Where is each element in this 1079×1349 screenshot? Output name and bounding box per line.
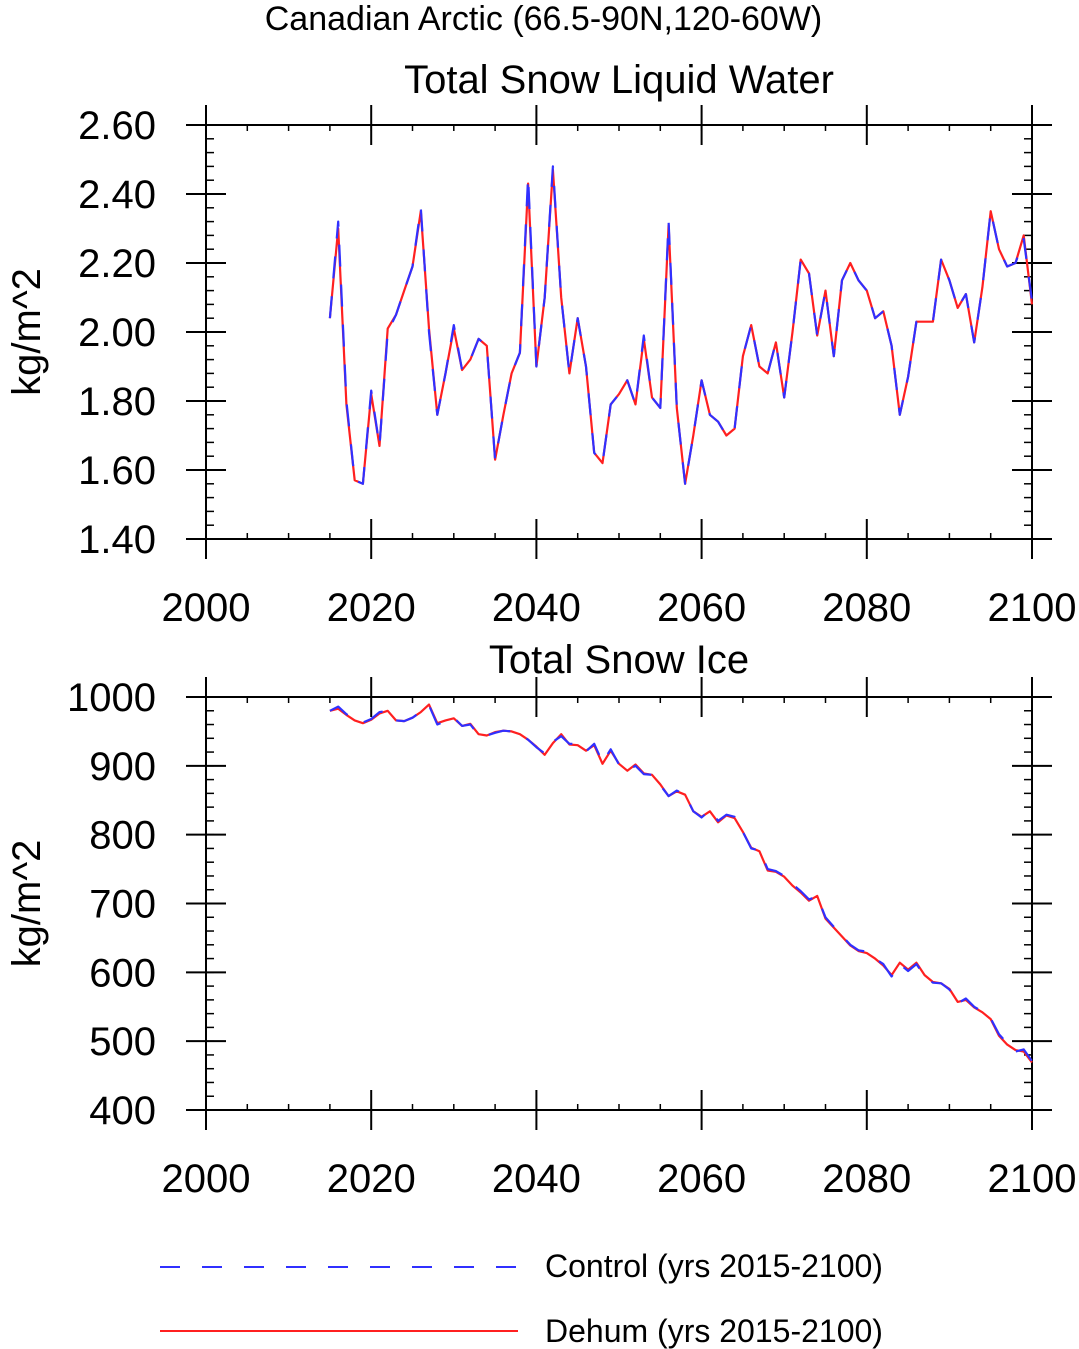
y-tick-label: 400 xyxy=(89,1089,156,1133)
y-tick-label: 1.80 xyxy=(78,380,156,424)
y-tick-label: 2.40 xyxy=(78,173,156,217)
y-tick-label: 2.60 xyxy=(78,104,156,148)
plot-frame xyxy=(205,696,1033,1111)
chart-title-snow-liquid-water: Total Snow Liquid Water xyxy=(404,58,834,102)
y-tick-label: 700 xyxy=(89,883,156,927)
x-tick-label: 2040 xyxy=(492,586,581,630)
legend-label-control: Control (yrs 2015-2100) xyxy=(545,1248,883,1284)
series-line-control xyxy=(328,165,1034,485)
x-tick-label: 2000 xyxy=(162,1157,251,1201)
x-tick-label: 2060 xyxy=(657,586,746,630)
x-tick-label: 2100 xyxy=(988,586,1077,630)
chart-panel-snow-ice: 400 500 600 700 800 900 1000 2000 2020 2040 2060 20… xyxy=(5,676,1076,1201)
chart-title-snow-ice: Total Snow Ice xyxy=(488,638,750,682)
legend xyxy=(160,1266,518,1332)
page-title: Canadian Arctic (66.5-90N,120-60W) xyxy=(264,0,823,38)
x-tick-label: 2080 xyxy=(822,1157,911,1201)
y-tick-label: 600 xyxy=(89,951,156,995)
y-tick-label: 1.40 xyxy=(78,518,156,562)
y-tick-label: 1000 xyxy=(67,676,156,720)
y-tick-label: 1.60 xyxy=(78,449,156,493)
y-tick-label: 900 xyxy=(89,745,156,789)
plot-frame xyxy=(205,124,1033,540)
x-tick-label: 2100 xyxy=(988,1157,1077,1201)
x-tick-label: 2040 xyxy=(492,1157,581,1201)
x-tick-label: 2000 xyxy=(162,586,251,630)
series-line-dehum xyxy=(329,703,1033,1064)
series-line-control xyxy=(329,704,1033,1062)
chart-panel-liquid-water: 1.40 1.60 1.80 2.00 2.20 2.40 2.60 2000 2020 2040… xyxy=(5,104,1076,630)
x-tick-label: 2080 xyxy=(822,586,911,630)
x-tick-label: 2020 xyxy=(327,1157,416,1201)
y-tick-label: 2.00 xyxy=(78,311,156,355)
y-axis-label: kg/m^2 xyxy=(5,268,49,396)
y-axis-label: kg/m^2 xyxy=(5,840,49,968)
x-tick-label: 2060 xyxy=(657,1157,746,1201)
y-tick-label: 500 xyxy=(89,1020,156,1064)
y-tick-label: 800 xyxy=(89,814,156,858)
legend-label-dehum: Dehum (yrs 2015-2100) xyxy=(545,1313,883,1349)
x-tick-label: 2020 xyxy=(327,586,416,630)
y-tick-label: 2.20 xyxy=(78,242,156,286)
